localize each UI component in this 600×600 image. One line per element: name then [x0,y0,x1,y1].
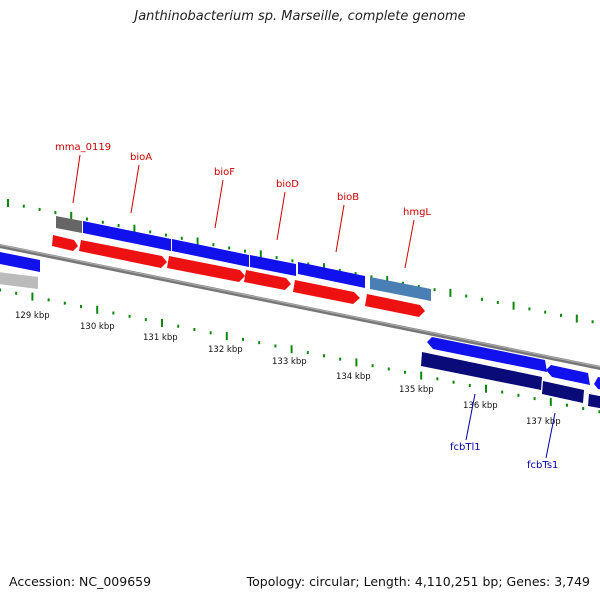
gene-fcbtl1-gene[interactable] [421,352,542,390]
reverse-gene-labels: fcbTl1 fcbTs1 [450,393,558,471]
gene-biod-cds[interactable] [250,255,296,276]
gene-label-fcbtl1[interactable]: fcbTl1 [450,442,481,453]
gene-biod-gene[interactable] [244,270,291,290]
label-leader-line [276,191,286,241]
label-leader-line [465,393,476,441]
gene-label-hmgl[interactable]: hmgL [403,207,431,218]
genome-backbone [0,243,600,370]
gene-label-biob[interactable]: bioB [337,192,359,203]
gene-label-fcbts1[interactable]: fcbTs1 [527,460,558,471]
scale-tick-label: 133 kbp [272,357,307,367]
inner-tick-track [0,288,600,414]
gene-fcbts1-gene[interactable] [542,381,584,403]
gene-label-mma-0119[interactable]: mma_0119 [55,142,111,153]
topology-text: Topology: circular; Length: 4,110,251 bp… [246,574,590,589]
scale-tick-label: 137 kbp [526,417,561,427]
gene-right-partial-gene[interactable] [588,394,600,410]
scale-tick-label: 132 kbp [208,345,243,355]
gene-left-partial-gene[interactable] [0,271,38,289]
gene-biof-gene[interactable] [167,256,245,282]
gene-label-biod[interactable]: bioD [276,179,299,190]
label-leader-line [130,164,140,214]
forward-gene-track [0,235,425,317]
gene-mma-0119-cds[interactable] [56,216,82,233]
gene-hmgl-gene[interactable] [365,294,425,317]
gene-left-partial-cds[interactable] [0,250,40,272]
gene-biof-cds[interactable] [172,239,249,267]
scale-labels: 129 kbp 130 kbp 131 kbp 132 kbp 133 kbp 134 k… [15,311,561,427]
label-leader-line [404,219,415,269]
outer-tick-track [7,199,594,324]
genome-backbone-highlight [0,244,600,368]
scale-tick-label: 131 kbp [143,333,178,343]
scale-tick-label: 130 kbp [80,322,115,332]
accession-text: Accession: NC_009659 [9,574,152,589]
label-leader-line [335,204,345,253]
forward-cds-track [0,216,431,301]
gene-fcbtl1-cds[interactable] [427,337,547,372]
gene-bioa-cds[interactable] [83,221,171,251]
label-leader-line [72,154,81,204]
label-leader-line [545,412,556,459]
gene-fcbts1-cds[interactable] [546,365,590,385]
gene-label-bioa[interactable]: bioA [130,152,152,163]
label-leader-line [214,179,224,229]
gene-hmgl-cds[interactable] [370,277,431,301]
gene-bioa-gene[interactable] [79,240,167,268]
gene-right-partial-cds[interactable] [594,377,600,391]
map-title: Janthinobacterium sp. Marseille, complet… [134,9,466,24]
scale-tick-label: 129 kbp [15,311,50,321]
gene-label-biof[interactable]: bioF [214,167,235,178]
scale-tick-label: 136 kbp [463,401,498,411]
gene-mma-0119-gene[interactable] [52,235,78,251]
scale-tick-label: 134 kbp [336,372,371,382]
gene-biob-gene[interactable] [293,280,360,304]
forward-gene-labels: mma_0119 bioA bioF bioD bioB hmgL [55,142,431,269]
reverse-track [421,337,600,410]
gene-biob-cds[interactable] [298,262,365,288]
scale-tick-label: 135 kbp [399,385,434,395]
